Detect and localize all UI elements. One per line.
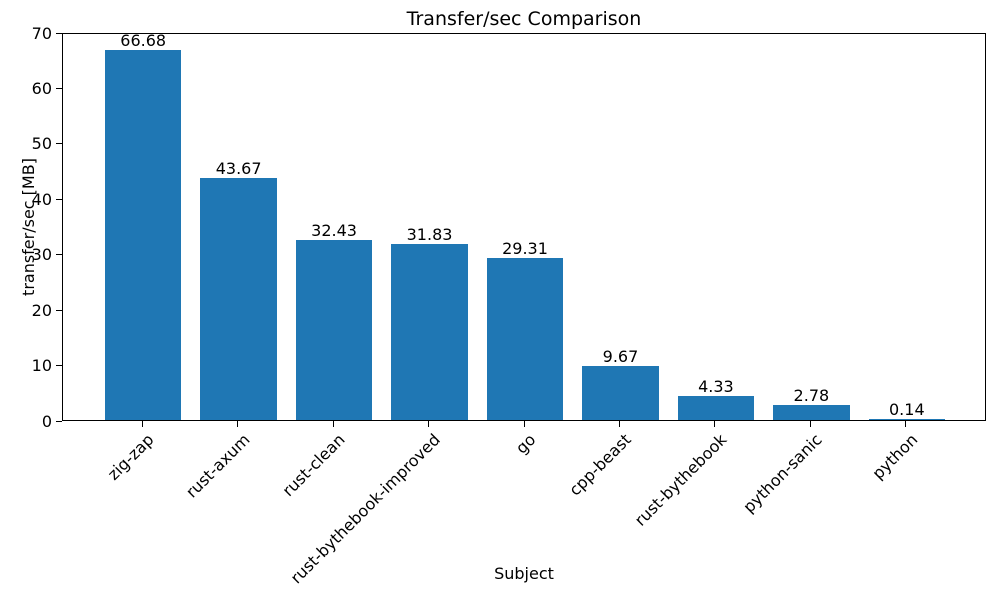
- x-axis-tick: [428, 421, 430, 427]
- x-tick-label: zig-zap: [103, 430, 158, 484]
- x-axis-tick: [618, 421, 620, 427]
- bar: [391, 243, 468, 420]
- bar: [200, 177, 277, 420]
- x-tick-label: rust-bythebook: [630, 430, 731, 530]
- bar: [105, 50, 182, 420]
- y-axis-label: transfer/sec [MB]: [19, 158, 38, 296]
- bar-value-label: 43.67: [215, 158, 262, 178]
- x-tick-label: rust-clean: [278, 430, 349, 501]
- bar: [486, 257, 564, 420]
- x-axis-label: Subject: [494, 564, 554, 583]
- bar-value-label: 31.83: [406, 224, 453, 244]
- bar-value-label: 29.31: [502, 238, 548, 258]
- bar: [677, 396, 755, 420]
- bar-value-label: 2.78: [793, 385, 830, 405]
- x-axis-tick: [523, 421, 525, 427]
- chart-title: Transfer/sec Comparison: [406, 8, 642, 30]
- bar-value-label: 4.33: [698, 376, 734, 396]
- x-axis-tick: [141, 421, 143, 427]
- bar-value-label: 9.67: [602, 347, 639, 367]
- x-axis-tick: [905, 421, 907, 427]
- bar: [773, 404, 850, 420]
- bar-value-label: 66.68: [120, 31, 167, 51]
- x-tick-label: go: [511, 430, 540, 458]
- x-axis-tick: [332, 421, 334, 427]
- x-tick-label: python-sanic: [739, 430, 826, 517]
- bar-value-label: 0.14: [889, 400, 925, 420]
- x-axis-tick: [714, 421, 716, 427]
- plot-area: 66.68 43.67 32.43 31.83 29.31 9.67 4.33 2.78 0.1…: [62, 31, 986, 421]
- x-axis-tick: [809, 421, 811, 427]
- bar: [582, 366, 659, 420]
- bar: [295, 240, 373, 420]
- x-tick-label: cpp-beast: [565, 430, 635, 500]
- x-tick-label: python: [868, 430, 922, 484]
- x-axis-tick: [237, 421, 239, 427]
- bar-value-label: 32.43: [311, 221, 357, 241]
- x-tick-label: rust-axum: [181, 430, 254, 502]
- bar: [868, 419, 945, 420]
